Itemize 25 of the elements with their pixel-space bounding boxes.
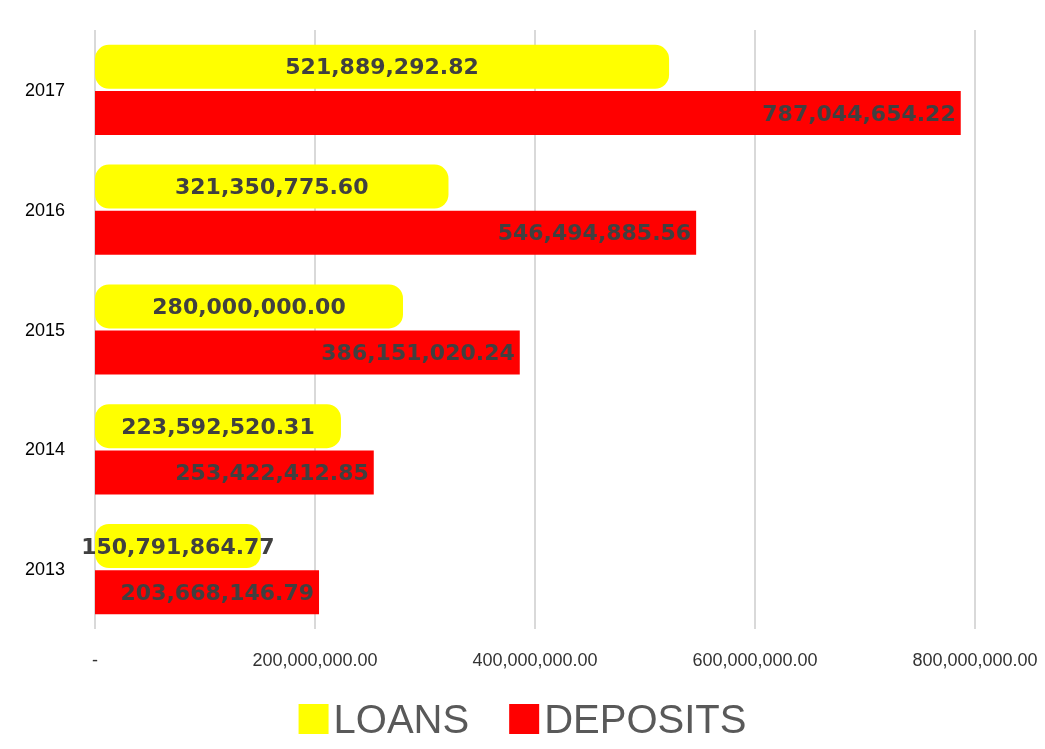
bar: [95, 91, 961, 135]
data-label: 321,350,775.60: [175, 174, 369, 200]
data-label: 280,000,000.00: [152, 293, 346, 319]
x-tick-label: 800,000,000.00: [912, 650, 1038, 670]
data-label: 223,592,520.31: [121, 413, 315, 439]
data-label: 521,889,292.82: [285, 54, 479, 80]
data-label: 787,044,654.22: [762, 100, 956, 126]
data-label: 546,494,885.56: [497, 220, 692, 246]
bar: [95, 44, 670, 89]
data-label: 253,422,412.85: [175, 459, 369, 485]
y-tick-label: 2017: [24, 79, 65, 100]
x-tick-label: 200,000,000.00: [252, 650, 378, 670]
bar: [95, 330, 520, 375]
legend-label: LOANS: [333, 697, 470, 741]
data-label: 386,151,020.24: [321, 340, 515, 366]
y-tick-label: 2013: [24, 559, 65, 580]
x-tick-label: -: [92, 650, 98, 670]
bar: [95, 210, 697, 255]
x-tick-label: 600,000,000.00: [692, 650, 818, 670]
data-label: 203,668,146.79: [120, 579, 315, 605]
legend-label: DEPOSITS: [544, 697, 747, 741]
x-tick-label: 400,000,000.00: [472, 650, 598, 670]
y-tick-label: 2015: [24, 319, 65, 340]
y-tick-label: 2016: [24, 199, 65, 220]
y-tick-label: 2014: [24, 439, 65, 460]
